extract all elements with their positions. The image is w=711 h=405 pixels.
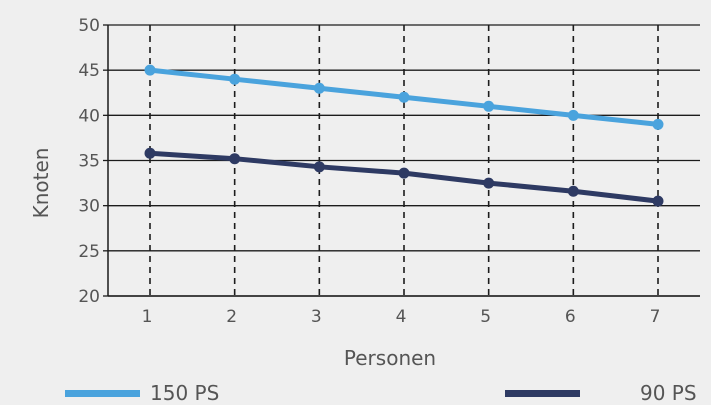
legend-swatch-150ps	[65, 390, 140, 397]
y-tick-label-25: 25	[78, 242, 100, 262]
data-point-90ps-3	[313, 161, 325, 173]
y-tick-labels: 20 25 30 35 40 45 50	[78, 16, 100, 307]
x-tick-label-1: 1	[142, 307, 153, 327]
data-point-150ps-3	[313, 82, 325, 94]
y-tick-label-20: 20	[78, 287, 100, 307]
data-point-90ps-1	[144, 147, 156, 159]
x-tick-label-7: 7	[650, 307, 661, 327]
x-tick-label-6: 6	[565, 307, 576, 327]
y-tick-label-35: 35	[78, 152, 100, 172]
data-point-90ps-6	[567, 185, 579, 197]
data-point-150ps-6	[567, 109, 579, 121]
x-tick-label-2: 2	[226, 307, 237, 327]
y-tick-label-50: 50	[78, 16, 100, 36]
data-point-90ps-5	[483, 177, 495, 189]
gridlines	[108, 24, 700, 297]
data-point-90ps-2	[229, 153, 241, 165]
legend: 150 PS 90 PS	[65, 381, 697, 405]
data-point-90ps-4	[398, 167, 410, 179]
legend-label-90ps: 90 PS	[640, 381, 697, 405]
y-tick-label-40: 40	[78, 106, 100, 126]
legend-swatch-90ps	[505, 390, 580, 397]
x-tick-labels: 1 2 3 4 5 6 7	[142, 307, 661, 327]
data-point-150ps-4	[398, 91, 410, 103]
x-axis-label: Personen	[344, 346, 436, 370]
legend-label-150ps: 150 PS	[150, 381, 219, 405]
data-point-150ps-5	[483, 100, 495, 112]
data-point-90ps-7	[652, 195, 664, 207]
data-point-150ps-1	[144, 64, 156, 76]
x-tick-label-4: 4	[396, 307, 407, 327]
x-tick-label-3: 3	[311, 307, 322, 327]
y-tick-label-45: 45	[78, 61, 100, 81]
x-tick-label-5: 5	[480, 307, 491, 327]
axes	[103, 24, 700, 297]
y-tick-label-30: 30	[78, 197, 100, 217]
series-lines	[144, 64, 664, 207]
data-point-150ps-7	[652, 118, 664, 130]
y-axis-label: Knoten	[29, 148, 53, 219]
data-point-150ps-2	[229, 73, 241, 85]
